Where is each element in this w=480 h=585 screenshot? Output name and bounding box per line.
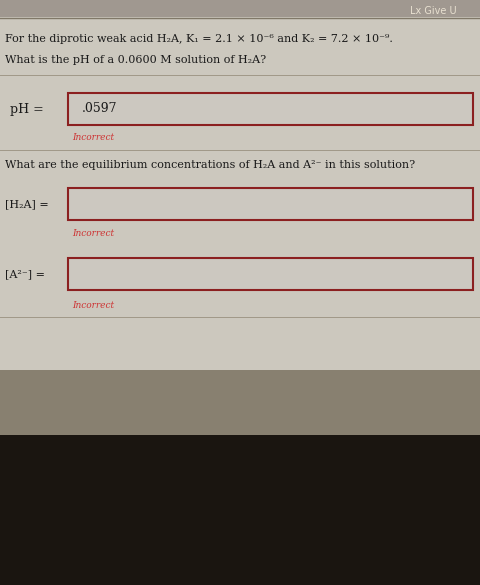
Text: [H₂A] =: [H₂A] = bbox=[5, 199, 49, 209]
Text: .0597: .0597 bbox=[82, 102, 118, 115]
Text: pH =: pH = bbox=[10, 102, 44, 115]
Text: What is the pH of a 0.0600 M solution of H₂A?: What is the pH of a 0.0600 M solution of… bbox=[5, 55, 266, 65]
FancyBboxPatch shape bbox=[68, 258, 473, 290]
FancyBboxPatch shape bbox=[68, 93, 473, 125]
Text: [A²⁻] =: [A²⁻] = bbox=[5, 269, 45, 279]
FancyBboxPatch shape bbox=[0, 0, 480, 17]
FancyBboxPatch shape bbox=[0, 370, 480, 435]
Text: For the diprotic weak acid H₂A, K₁ = 2.1 × 10⁻⁶ and K₂ = 7.2 × 10⁻⁹.: For the diprotic weak acid H₂A, K₁ = 2.1… bbox=[5, 34, 393, 44]
Text: Incorrect: Incorrect bbox=[72, 229, 114, 238]
Text: Incorrect: Incorrect bbox=[72, 301, 114, 309]
Text: Incorrect: Incorrect bbox=[72, 133, 114, 143]
FancyBboxPatch shape bbox=[0, 435, 480, 585]
Text: Lx Give U: Lx Give U bbox=[410, 6, 456, 16]
FancyBboxPatch shape bbox=[68, 188, 473, 220]
FancyBboxPatch shape bbox=[0, 17, 480, 370]
Text: What are the equilibrium concentrations of H₂A and A²⁻ in this solution?: What are the equilibrium concentrations … bbox=[5, 160, 415, 170]
